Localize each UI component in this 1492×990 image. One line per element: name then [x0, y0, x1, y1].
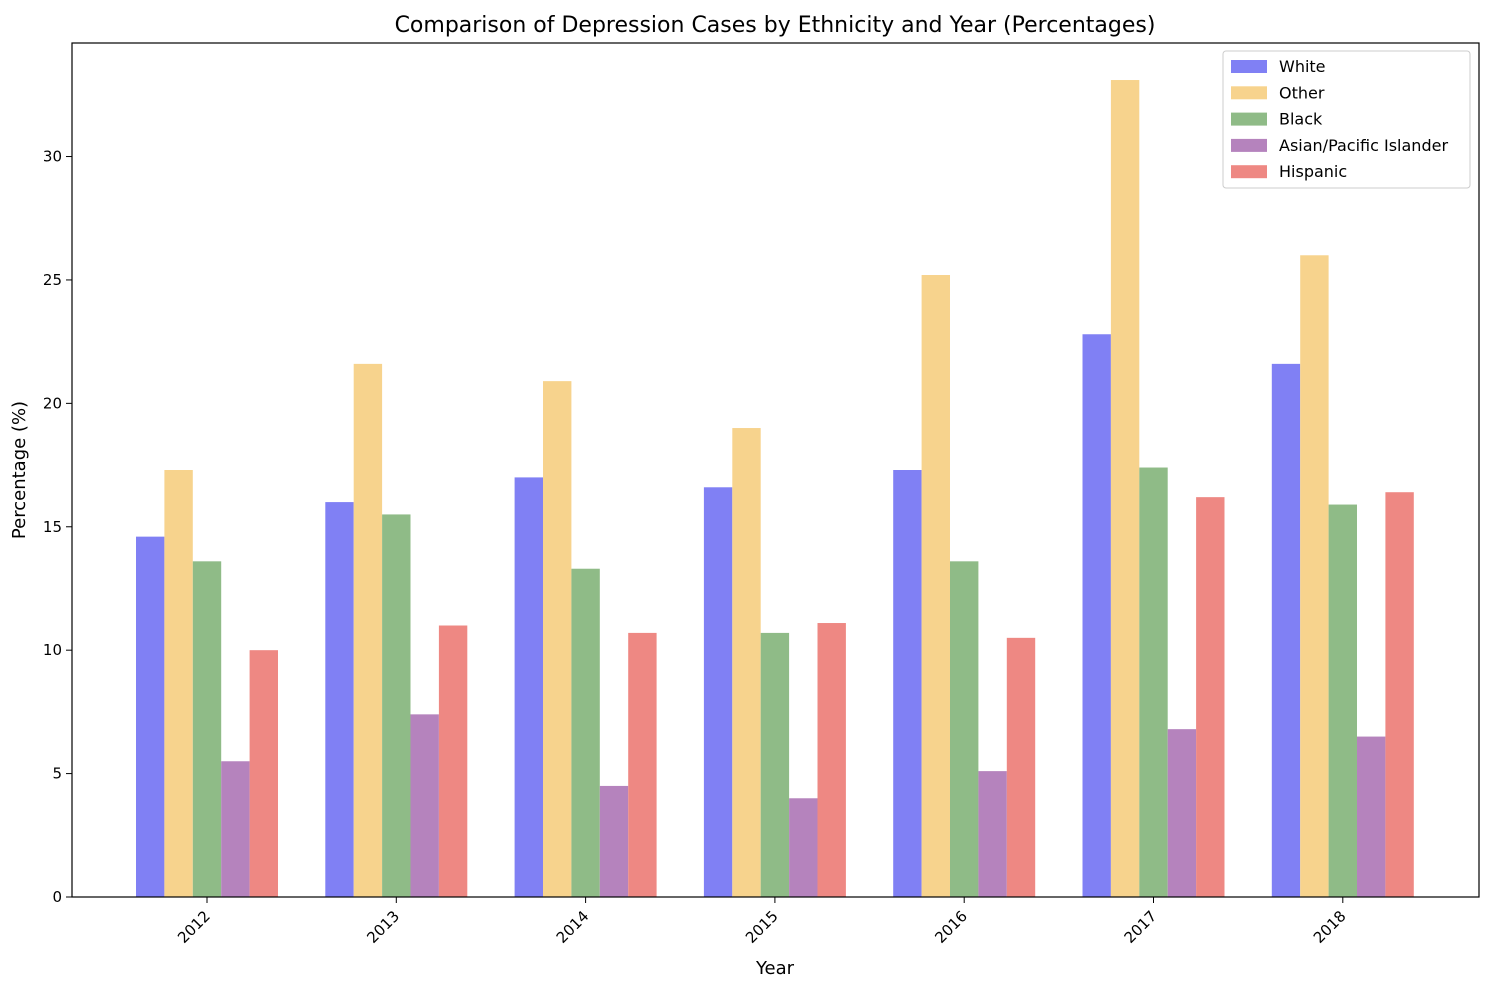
legend-label-black: Black: [1279, 110, 1323, 129]
y-tick-label: 20: [43, 394, 62, 412]
legend-swatch-white: [1231, 60, 1267, 73]
x-tick-label: 2013: [363, 907, 403, 947]
legend-label-other: Other: [1279, 83, 1325, 102]
bar-black-2017: [1139, 467, 1168, 897]
bar-other-2012: [164, 470, 193, 897]
y-tick-label: 10: [43, 641, 62, 659]
bar-hispanic-2015: [817, 623, 846, 897]
y-tick-label: 5: [52, 765, 62, 783]
y-tick-label: 0: [52, 888, 62, 906]
bar-black-2015: [760, 632, 790, 897]
bar-hispanic-2018: [1385, 492, 1414, 897]
legend-swatch-other: [1231, 86, 1267, 100]
bar-other-2016: [921, 275, 950, 897]
bar-other-2017: [1110, 80, 1140, 897]
bar-asian-pacific-islander-2013: [410, 714, 439, 897]
legend-box: [1222, 50, 1471, 189]
legend: White Other Black Asian/Pacific Islander His…: [1222, 50, 1471, 189]
bar-asian-pacific-islander-2017: [1167, 729, 1197, 897]
bar-hispanic-2014: [628, 632, 657, 897]
y-tick-label: 15: [43, 518, 62, 536]
x-tick-label: 2014: [553, 907, 593, 947]
chart-title: Comparison of Depression Cases by Ethnic…: [395, 13, 1156, 38]
bar-other-2015: [732, 428, 761, 897]
bar-white-2016: [893, 470, 922, 897]
x-tick-label: 2012: [174, 907, 214, 947]
legend-swatch-asian-pacific-islander: [1231, 138, 1267, 152]
bar-asian-pacific-islander-2015: [789, 798, 818, 897]
bars-layer: [136, 80, 1414, 897]
bar-white-2017: [1082, 334, 1111, 897]
bar-white-2013: [325, 502, 354, 897]
bar-black-2014: [571, 568, 600, 897]
bar-other-2014: [543, 381, 572, 897]
bar-black-2016: [950, 561, 979, 897]
plot-frame: [71, 42, 1480, 898]
bar-white-2018: [1271, 363, 1301, 897]
y-tick-label: 30: [43, 148, 62, 166]
x-axis-label: Year: [755, 958, 795, 979]
legend-label-white: White: [1279, 57, 1326, 76]
x-tick-label: 2017: [1121, 907, 1161, 947]
bar-other-2013: [353, 363, 383, 897]
legend-label-asian-pacific-islander: Asian/Pacific Islander: [1279, 136, 1448, 155]
bar-white-2014: [514, 477, 543, 897]
x-tick-label: 2018: [1310, 907, 1350, 947]
legend-swatch-black: [1231, 112, 1267, 126]
y-tick-label: 25: [43, 271, 62, 289]
x-tick-label: 2015: [742, 907, 782, 947]
bar-hispanic-2016: [1006, 637, 1036, 897]
bar-black-2018: [1328, 504, 1357, 897]
bar-asian-pacific-islander-2016: [978, 771, 1007, 897]
bar-asian-pacific-islander-2014: [599, 785, 629, 897]
bar-asian-pacific-islander-2012: [221, 761, 250, 897]
bar-black-2012: [192, 561, 222, 897]
bar-white-2012: [136, 536, 165, 897]
bar-asian-pacific-islander-2018: [1357, 736, 1386, 897]
bar-hispanic-2017: [1196, 497, 1225, 897]
bar-hispanic-2012: [249, 650, 278, 897]
bar-hispanic-2013: [438, 625, 468, 897]
bar-black-2013: [382, 514, 411, 897]
legend-label-hispanic: Hispanic: [1279, 162, 1347, 181]
y-axis-label: Percentage (%): [9, 401, 30, 539]
legend-swatch-hispanic: [1231, 165, 1267, 179]
x-tick-label: 2016: [931, 907, 971, 947]
bar-white-2015: [703, 487, 733, 897]
bar-other-2018: [1300, 255, 1329, 897]
